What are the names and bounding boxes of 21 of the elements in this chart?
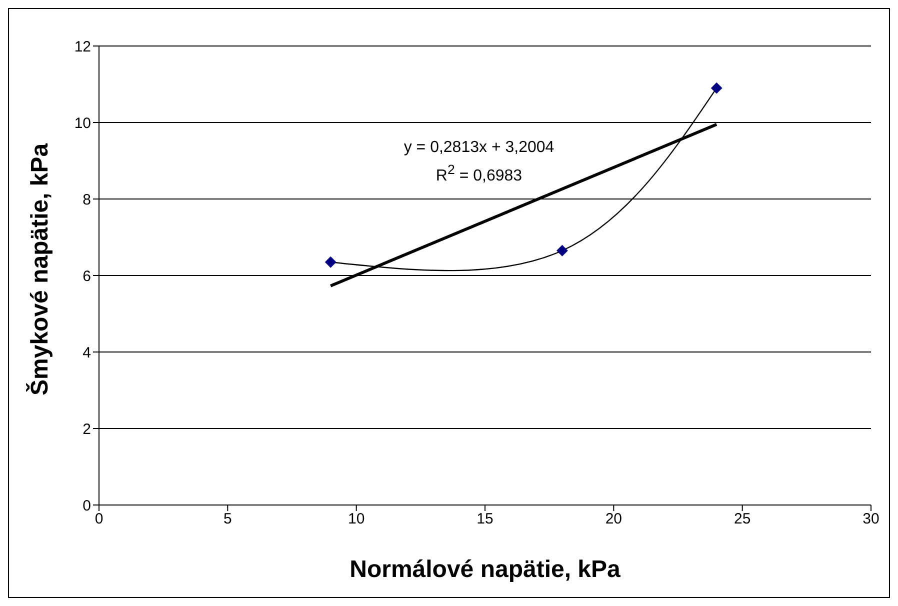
x-tick-label: 0	[94, 510, 104, 528]
annotation: R$^{2}$ = 0,6983	[434, 161, 524, 186]
y-axis-title: Šmykové napätie, kPa	[26, 142, 54, 396]
x-tick-label: 25	[734, 510, 751, 528]
x-axis-title: Normálové napätie, kPa	[350, 556, 622, 583]
point	[556, 245, 568, 256]
y-tick-label: 8	[82, 191, 91, 208]
y-tick-label: 2	[82, 420, 91, 438]
annotation: y = 0,2813x + 3,2004	[402, 138, 556, 158]
x-tick-label: 20	[605, 510, 622, 528]
y-tick-label: 0	[82, 497, 91, 514]
x-tick-label: 15	[476, 510, 494, 528]
x-tick-label: 5	[223, 510, 232, 528]
y-tick-label: 6	[82, 268, 91, 285]
point	[325, 256, 336, 268]
x-tick-label: 10	[348, 510, 365, 528]
y-tick-label: 4	[82, 344, 91, 362]
y-tick-label: 12	[74, 38, 91, 56]
point	[711, 82, 722, 94]
x-tick-label: 30	[862, 510, 880, 528]
y-tick-label: 10	[74, 114, 91, 132]
